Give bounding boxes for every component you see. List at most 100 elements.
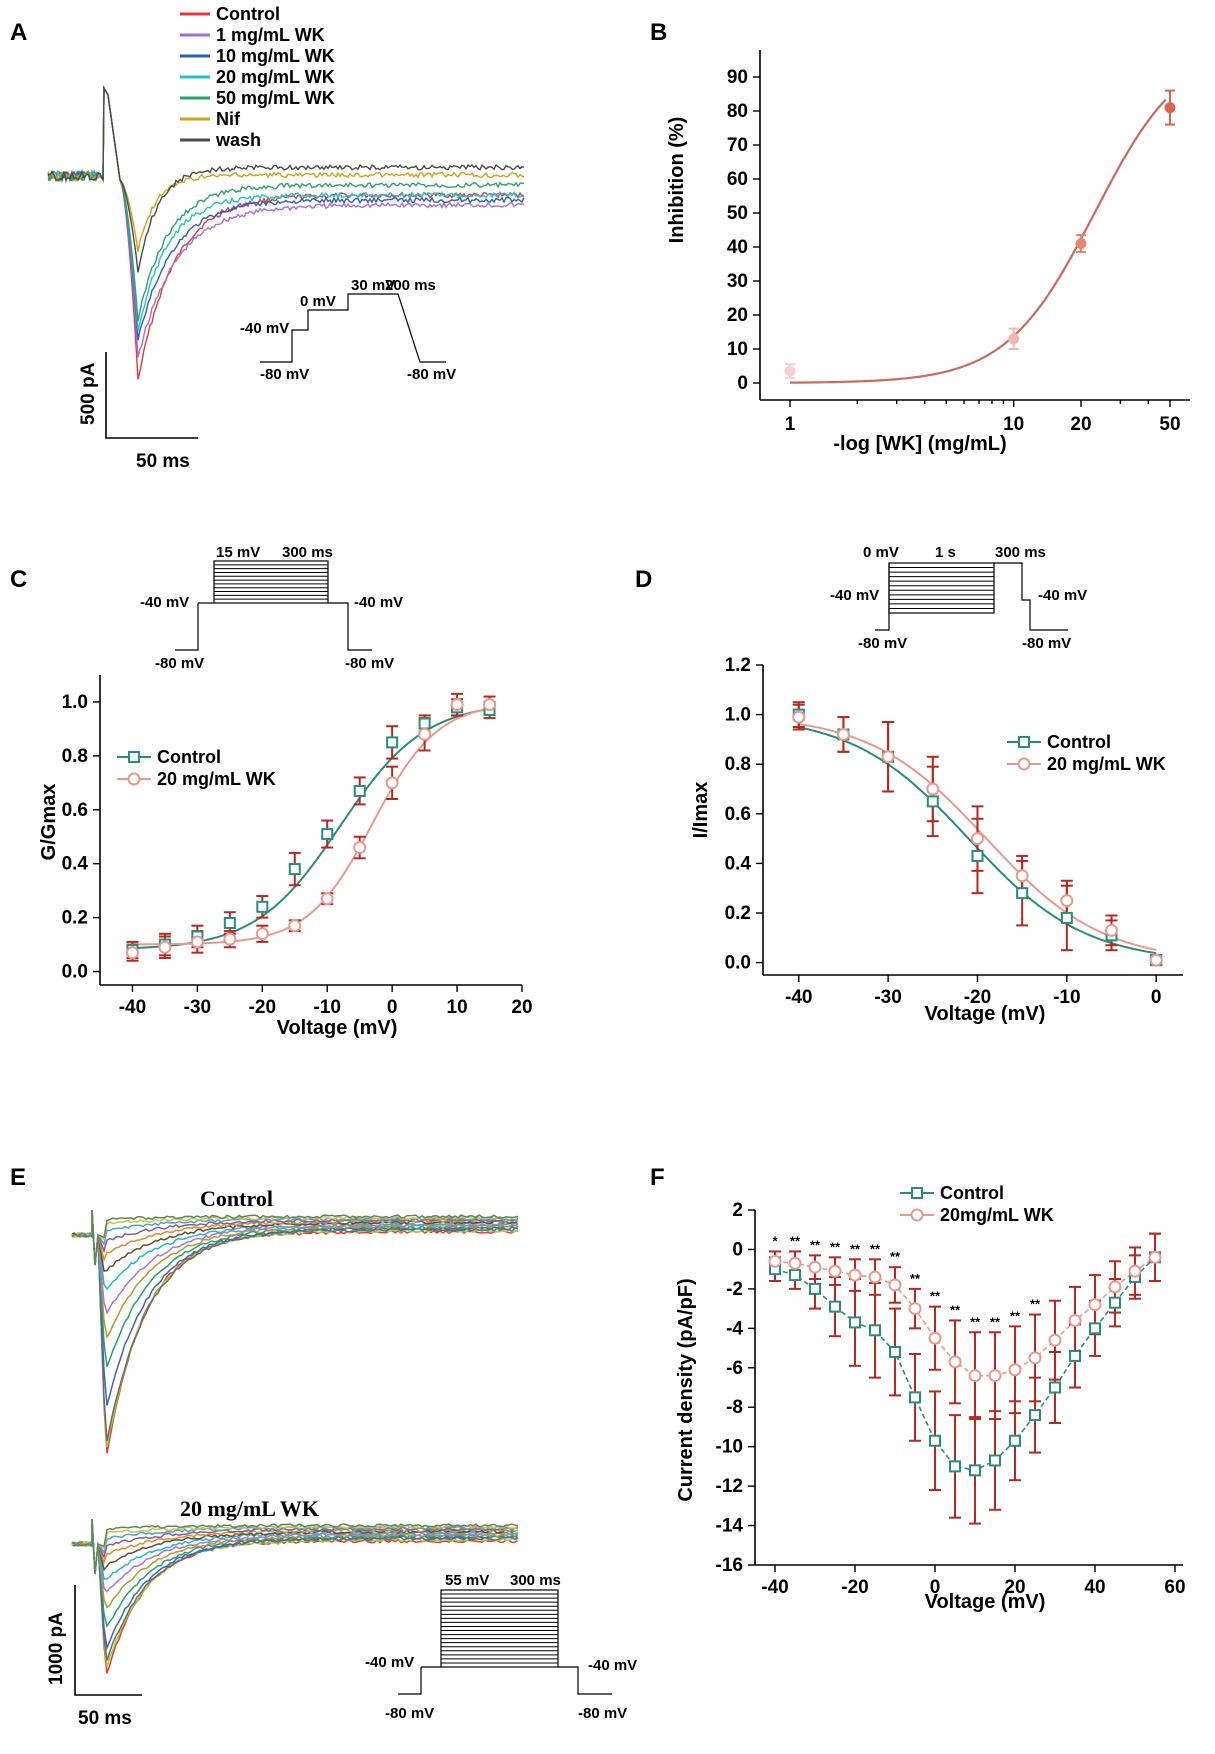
f-marker-wk <box>808 1260 822 1274</box>
f-marker-control <box>1049 1381 1061 1394</box>
e-protocol-lead <box>398 1667 422 1695</box>
a-trace <box>47 85 525 253</box>
a-trace <box>47 85 525 331</box>
f-marker-control <box>909 1391 921 1404</box>
f-x-tick-label: 0 <box>930 1577 941 1598</box>
a-legend-label: 50 mg/mL WK <box>216 88 335 108</box>
f-y-tick-label: -16 <box>716 1555 743 1576</box>
c-x-tick-label: -10 <box>313 997 340 1018</box>
c-marker-wk <box>385 776 399 790</box>
c-marker-control <box>256 900 269 913</box>
c-legend-label: Control <box>157 747 221 767</box>
f-legend-label: 20mg/mL WK <box>940 1205 1054 1225</box>
e-scale-bar-lines <box>74 1585 142 1696</box>
panel-e: E Control 20 mg/mL WK 1000 pA 50 ms 55 m… <box>10 1164 637 1729</box>
f-marker-wk <box>948 1355 962 1369</box>
d-x-tick-label: -20 <box>964 987 991 1008</box>
e-title-control: Control <box>200 1186 273 1211</box>
c-protocol-80mv-left: -80 mV <box>155 655 204 672</box>
panel-b: B 0 10 20 30 40 50 60 70 80 90 1 10 20 50 -log [WK] (… <box>650 19 1190 455</box>
f-y-tick-label: 2 <box>732 1200 743 1221</box>
e-protocol-80mv-right: -80 mV <box>578 1705 627 1722</box>
f-marker-control <box>1069 1349 1081 1362</box>
d-y-tick-label: 0.4 <box>725 853 752 874</box>
a-protocol-80mv-right: -80 mV <box>407 366 456 383</box>
e-wk-trace <box>72 1518 519 1575</box>
e-wk-trace <box>71 1518 519 1575</box>
e-scale-y-label: 1000 pA <box>46 1612 67 1685</box>
b-x-tick-label: 1 <box>785 414 796 435</box>
c-marker-wk <box>288 919 302 933</box>
f-marker-wk <box>868 1270 882 1284</box>
f-marker-wk <box>768 1254 782 1268</box>
a-protocol-40mv: -40 mV <box>240 320 289 337</box>
c-protocol-40mv-left: -40 mV <box>140 594 189 611</box>
panel-f-chart: 20-2-4-6-8-10-12-14-16-40 -20 0 20 40 60Contr… <box>716 1183 1186 1598</box>
d-marker-wk <box>1060 894 1074 908</box>
e-control-trace <box>71 1209 519 1266</box>
d-legend-label: Control <box>1047 732 1111 752</box>
c-marker-control <box>288 863 301 876</box>
e-protocol-40mv-left: -40 mV <box>365 1654 414 1671</box>
f-series-line <box>774 1256 1156 1472</box>
a-trace <box>47 85 525 341</box>
b-y-tick-label: 80 <box>727 101 748 122</box>
b-x-tick-label: 20 <box>1070 414 1091 435</box>
d-y-tick-label: 0.6 <box>725 804 751 825</box>
a-scale-x-label: 50 ms <box>136 451 190 472</box>
c-protocol-tail <box>328 602 372 651</box>
panel-e-traces <box>71 1209 519 1674</box>
a-legend-label: Control <box>216 4 280 24</box>
f-significance-mark: ** <box>930 1289 941 1304</box>
d-marker-control <box>926 795 939 808</box>
c-y-tick-label: 0.4 <box>62 854 89 875</box>
f-marker-control <box>969 1464 981 1477</box>
d-marker-wk <box>926 782 940 796</box>
c-xlabel: Voltage (mV) <box>277 1017 398 1039</box>
d-ylabel: I/Imax <box>690 782 712 839</box>
c-marker-wk <box>418 727 432 741</box>
f-marker-wk <box>888 1278 902 1292</box>
a-legend-label: 10 mg/mL WK <box>216 46 335 66</box>
a-trace <box>47 85 525 380</box>
f-x-tick-label: -40 <box>761 1577 788 1598</box>
d-protocol-80mv-left: -80 mV <box>858 635 907 652</box>
panel-e-scale-bar: 1000 pA 50 ms <box>46 1585 142 1729</box>
c-marker-wk <box>190 935 204 949</box>
f-legend-marker <box>911 1187 923 1199</box>
panel-e-protocol: 55 mV 300 ms -40 mV -40 mV -80 mV -80 mV <box>365 1572 637 1722</box>
a-protocol-80mv-left: -80 mV <box>260 366 309 383</box>
f-significance-mark: ** <box>950 1302 961 1317</box>
b-x-tick-label: 50 <box>1159 414 1180 435</box>
b-xlabel: -log [WK] (mg/mL) <box>833 433 1006 455</box>
f-y-tick-label: -12 <box>716 1476 743 1497</box>
panel-a-label: A <box>10 19 27 46</box>
c-marker-wk <box>450 698 464 712</box>
a-protocol-0mv: 0 mV <box>300 293 336 310</box>
c-marker-control <box>418 717 431 730</box>
f-significance-mark: ** <box>870 1241 881 1256</box>
c-x-tick-label: 20 <box>511 997 532 1018</box>
f-x-tick-label: 20 <box>1004 1577 1025 1598</box>
b-x-tick-label: 10 <box>1003 414 1024 435</box>
panel-e-label: E <box>10 1164 26 1191</box>
e-wk-trace <box>71 1518 519 1651</box>
f-significance-mark: ** <box>790 1233 801 1248</box>
d-protocol-40mv-left: -40 mV <box>830 587 879 604</box>
c-y-tick-label: 0.0 <box>62 962 88 983</box>
d-y-tick-label: 1.2 <box>725 655 751 676</box>
f-marker-control <box>809 1282 821 1295</box>
f-marker-wk <box>928 1331 942 1345</box>
c-protocol-box <box>213 560 329 604</box>
d-protocol-0mv: 0 mV <box>863 544 899 561</box>
c-legend-marker <box>128 751 140 763</box>
d-y-tick-label: 0.0 <box>725 953 751 974</box>
c-legend-label: 20 mg/mL WK <box>157 769 276 789</box>
f-significance-mark: ** <box>890 1249 901 1264</box>
a-protocol-200ms: 200 ms <box>385 277 436 294</box>
d-x-tick-label: -40 <box>785 987 812 1008</box>
f-significance-mark: ** <box>990 1314 1001 1329</box>
b-fit-curve <box>789 98 1167 384</box>
e-control-trace <box>71 1209 518 1454</box>
